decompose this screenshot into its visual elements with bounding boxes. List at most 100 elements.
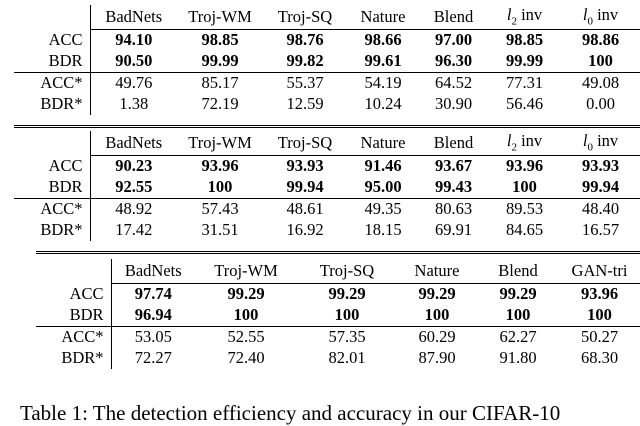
table-row: ACC* 48.92 57.43 48.61 49.35 80.63 89.53… [14, 198, 640, 220]
col-header: BadNets [90, 5, 177, 30]
cell: 99.61 [347, 51, 419, 73]
cell: 99.29 [328, 284, 366, 304]
cell: 95.00 [347, 177, 419, 199]
cell: 80.63 [434, 199, 473, 219]
col-header-l0-inv: l0 inv [561, 131, 640, 156]
cell: 82.01 [328, 348, 366, 368]
header-row: BadNets Troj-WM Troj-SQ Nature Blend l2 … [14, 5, 640, 30]
cell: 62.27 [499, 327, 537, 347]
cell: 100 [488, 177, 561, 199]
cell: 91.80 [499, 348, 537, 368]
cell: 96.30 [419, 51, 488, 73]
row-label: ACC [36, 283, 112, 305]
cell: 48.61 [286, 199, 324, 219]
cell: 99.94 [263, 177, 347, 199]
cell: 99.82 [263, 51, 347, 73]
cell: 94.10 [115, 30, 153, 50]
cell: 72.27 [134, 348, 172, 368]
row-label: BDR* [14, 220, 91, 241]
results-table-2: BadNets Troj-WM Troj-SQ Nature Blend l2 … [14, 131, 640, 241]
cell: 96.94 [111, 305, 195, 327]
table-row: BDR* 1.38 72.19 12.59 10.24 30.90 56.46 … [14, 94, 640, 115]
cell: 100 [177, 177, 263, 199]
col-header: Blend [419, 5, 488, 30]
col-header: BadNets [90, 131, 177, 156]
results-table-3: BadNets Troj-WM Troj-SQ Nature Blend GAN… [36, 259, 640, 369]
cell: 98.86 [581, 30, 620, 50]
col-header: Blend [477, 259, 559, 284]
cell: 97.74 [134, 284, 172, 304]
table-separator-rule [14, 125, 640, 128]
cell: 100 [397, 305, 477, 327]
col-header-l0-inv: l0 inv [561, 5, 640, 30]
cell: 93.96 [580, 284, 619, 304]
cell: 57.43 [201, 199, 239, 219]
cell: 16.57 [581, 220, 620, 240]
cell: 60.29 [418, 327, 456, 347]
header-row: BadNets Troj-WM Troj-SQ Nature Blend GAN… [36, 259, 640, 284]
col-header: BadNets [111, 259, 195, 284]
header-row: BadNets Troj-WM Troj-SQ Nature Blend l2 … [14, 131, 640, 156]
table-row: BDR 92.55 100 99.94 95.00 99.43 100 99.9… [14, 177, 640, 199]
cell: 99.29 [499, 284, 537, 304]
cell: 72.19 [201, 94, 239, 114]
col-header: Troj-WM [177, 131, 263, 156]
col-header: GAN-tri [559, 259, 640, 284]
corner-cell [14, 131, 91, 156]
cell: 90.23 [115, 156, 153, 176]
cell: 50.27 [580, 327, 619, 347]
table-row: BDR* 17.42 31.51 16.92 18.15 69.91 84.65… [14, 220, 640, 241]
results-table-1: BadNets Troj-WM Troj-SQ Nature Blend l2 … [14, 5, 640, 115]
table-row: ACC 90.23 93.96 93.93 91.46 93.67 93.96 … [14, 155, 640, 177]
row-label: BDR [14, 177, 91, 199]
cell: 99.43 [419, 177, 488, 199]
cell: 18.15 [364, 220, 402, 240]
row-label: BDR* [36, 348, 112, 369]
row-label: BDR* [14, 94, 91, 115]
cell: 57.35 [328, 327, 366, 347]
table-row: BDR* 72.27 72.40 82.01 87.90 91.80 68.30 [36, 348, 640, 369]
cell: 0.00 [586, 94, 615, 114]
cell: 68.30 [580, 348, 619, 368]
table-separator-rule [36, 251, 640, 254]
cell: 85.17 [201, 73, 239, 93]
cell: 49.76 [115, 73, 153, 93]
cell: 93.96 [505, 156, 544, 176]
cell: 77.31 [505, 73, 544, 93]
cell: 93.93 [286, 156, 324, 176]
cell: 90.50 [90, 51, 177, 73]
cell: 49.35 [364, 199, 402, 219]
col-header: Blend [419, 131, 488, 156]
cell: 10.24 [364, 94, 402, 114]
cell: 53.05 [134, 327, 172, 347]
cell: 31.51 [201, 220, 239, 240]
col-header: Nature [347, 5, 419, 30]
cell: 52.55 [227, 327, 265, 347]
corner-cell [14, 5, 91, 30]
row-label: ACC* [36, 326, 112, 348]
col-header: Troj-SQ [297, 259, 397, 284]
cell: 99.99 [177, 51, 263, 73]
row-label: ACC* [14, 198, 91, 220]
col-header: Troj-WM [195, 259, 297, 284]
cell: 87.90 [418, 348, 456, 368]
cell: 100 [559, 305, 640, 327]
cell: 98.85 [505, 30, 544, 50]
row-label: ACC [14, 155, 91, 177]
cell: 49.08 [581, 73, 620, 93]
cell: 48.92 [115, 199, 153, 219]
cell: 1.38 [119, 94, 149, 114]
table-row: ACC 97.74 99.29 99.29 99.29 99.29 93.96 [36, 283, 640, 305]
cell: 99.29 [227, 284, 265, 304]
cell: 16.92 [286, 220, 324, 240]
cell: 91.46 [364, 156, 402, 176]
cell: 99.29 [418, 284, 456, 304]
cell: 89.53 [505, 199, 544, 219]
cell: 84.65 [505, 220, 544, 240]
cell: 98.85 [201, 30, 239, 50]
cell: 100 [477, 305, 559, 327]
col-header: Troj-SQ [263, 131, 347, 156]
table-caption: Table 1: The detection efficiency and ac… [20, 401, 561, 425]
col-header: Troj-WM [177, 5, 263, 30]
corner-cell [36, 259, 112, 284]
